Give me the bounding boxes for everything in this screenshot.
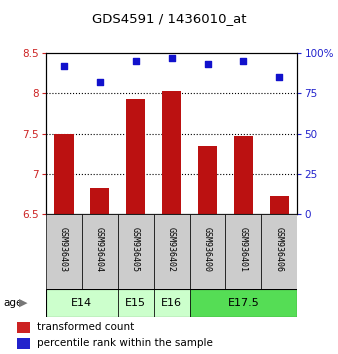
Text: E15: E15 (125, 298, 146, 308)
Bar (17, 338, 30, 349)
Bar (126, 99, 145, 354)
Point (61, 63, 66, 69)
Bar (162, 91, 182, 354)
Point (241, 58, 246, 64)
Bar (234, 136, 254, 354)
Point (169, 55, 174, 61)
Text: percentile rank within the sample: percentile rank within the sample (37, 338, 212, 348)
Bar (262, 214, 297, 289)
Point (277, 74, 282, 80)
Bar (190, 214, 225, 289)
Text: GSM936401: GSM936401 (239, 227, 248, 272)
Bar (81, 214, 118, 289)
Text: GSM936405: GSM936405 (131, 227, 140, 272)
Bar (153, 289, 190, 317)
Text: transformed count: transformed count (37, 322, 134, 332)
Text: E14: E14 (71, 298, 92, 308)
Bar (225, 214, 262, 289)
Text: GSM936400: GSM936400 (203, 227, 212, 272)
Text: GSM936402: GSM936402 (167, 227, 176, 272)
Bar (90, 188, 110, 354)
Bar (17, 322, 30, 333)
Bar (118, 289, 153, 317)
Bar (54, 133, 73, 354)
Text: E16: E16 (161, 298, 182, 308)
Bar (270, 196, 289, 354)
Text: E17.5: E17.5 (227, 298, 259, 308)
Text: GSM936406: GSM936406 (275, 227, 284, 272)
Bar (46, 289, 118, 317)
Text: age: age (3, 298, 23, 308)
Text: ▶: ▶ (19, 298, 27, 308)
Point (205, 62, 210, 67)
Bar (198, 146, 217, 354)
Point (133, 58, 138, 64)
Bar (118, 214, 153, 289)
Bar (190, 289, 297, 317)
Bar (153, 214, 190, 289)
Text: GSM936404: GSM936404 (95, 227, 104, 272)
Point (97, 79, 102, 85)
Bar (46, 214, 81, 289)
Text: GSM936403: GSM936403 (59, 227, 68, 272)
Text: GDS4591 / 1436010_at: GDS4591 / 1436010_at (92, 12, 246, 25)
